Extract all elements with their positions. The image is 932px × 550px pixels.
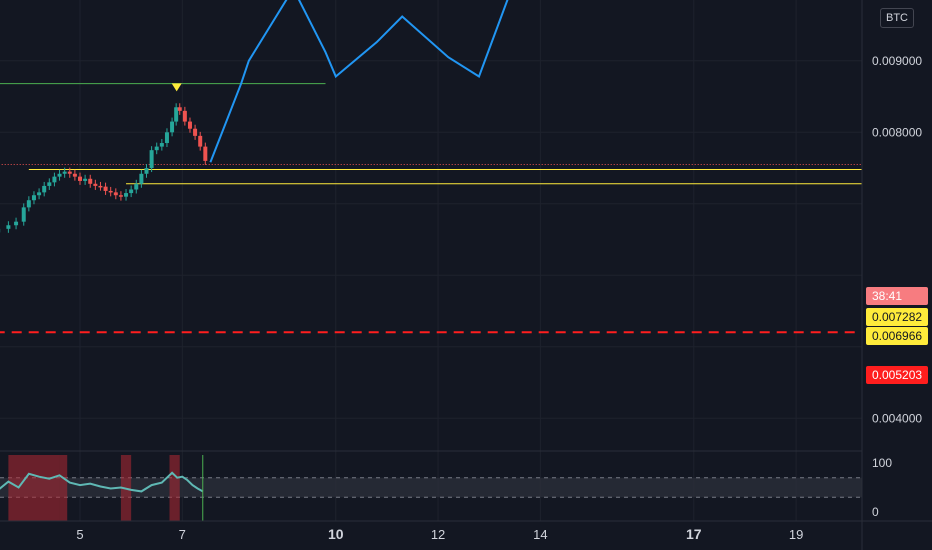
candle-body-23 [113, 192, 118, 196]
oscillator-line [0, 471, 204, 493]
candle-body-18 [88, 178, 93, 184]
oscillator-pane [0, 455, 862, 521]
oscillator-band [0, 477, 862, 498]
candle-body-3 [6, 225, 11, 229]
candle-body-29 [144, 168, 149, 174]
price-tick-label-2: 0.009000 [872, 54, 922, 68]
oscillator-tick-label-1: 0 [872, 505, 879, 519]
time-tick-label-6: 19 [789, 527, 803, 542]
projection-arrow [209, 0, 509, 163]
oscillator-tick-label-0: 100 [872, 456, 892, 470]
candle-body-35 [174, 107, 179, 122]
candle-body-9 [42, 185, 47, 193]
oscillator-highlight-4 [169, 455, 180, 521]
price-tag-bg-1 [866, 308, 928, 326]
price-tick-label-1: 0.008000 [872, 125, 922, 139]
price-tag-bg-3 [866, 366, 928, 384]
price-tags: 38:41 0.007282 0.006966 0.005203 [866, 287, 928, 384]
candle-body-31 [154, 146, 159, 151]
candle-body-12 [57, 173, 62, 177]
oscillator-highlight-1 [8, 455, 60, 521]
time-tick-label-5: 17 [686, 526, 702, 542]
candle-body-8 [37, 192, 42, 196]
candle-body-36 [177, 107, 182, 111]
candle-body-22 [108, 190, 113, 193]
price-tag-label-1: 0.007282 [872, 310, 922, 324]
candle-body-13 [62, 171, 67, 174]
candle-body-7 [31, 195, 36, 201]
time-tick-label-3: 12 [431, 527, 445, 542]
candle-body-33 [164, 132, 169, 144]
candle-body-37 [182, 110, 187, 122]
candle-body-39 [193, 128, 198, 136]
candle-body-10 [47, 182, 52, 186]
candle-body-34 [170, 121, 175, 133]
price-axis[interactable]: 0.0040000.0080000.0090000.0100000.011000… [872, 0, 922, 519]
candle-body-5 [21, 207, 26, 222]
candle-body-38 [187, 121, 192, 129]
time-tick-label-1: 7 [179, 527, 186, 542]
price-tag-bg-2 [866, 327, 928, 345]
candle-body-17 [83, 178, 88, 181]
price-series [0, 83, 208, 233]
candle-body-30 [149, 150, 154, 169]
time-axis[interactable]: 5 7 10 12 14 17 19 [76, 526, 803, 542]
price-tag-label-0: 38:41 [872, 289, 902, 303]
candle-body-32 [159, 143, 164, 147]
candle-body-26 [129, 189, 134, 194]
candle-body-20 [98, 185, 103, 188]
candle-body-14 [67, 171, 72, 174]
candle-body-27 [134, 183, 139, 190]
candle-body-19 [93, 183, 98, 186]
price-tag-label-2: 0.006966 [872, 329, 922, 343]
candle-body-16 [78, 176, 82, 181]
candle-body-21 [103, 186, 108, 191]
candle-body-24 [118, 195, 123, 197]
candle-body-25 [124, 193, 129, 197]
price-tag-label-3: 0.005203 [872, 368, 922, 382]
candle-body-4 [14, 221, 19, 226]
time-tick-label-2: 10 [328, 526, 344, 542]
candle-body-40 [198, 135, 203, 147]
candle-body-11 [52, 176, 57, 183]
grid [0, 0, 862, 521]
horizontal-lines [0, 83, 862, 334]
time-tick-label-0: 5 [76, 527, 83, 542]
price-tick-label-0: 0.004000 [872, 411, 922, 425]
candle-body-28 [139, 173, 144, 184]
oscillator-highlight-2 [59, 455, 68, 521]
candle-body-15 [72, 173, 77, 177]
signal-marker [171, 83, 182, 92]
currency-badge[interactable]: BTC [880, 8, 914, 28]
candle-body-6 [26, 200, 31, 208]
candle-body-41 [203, 146, 208, 161]
time-tick-label-4: 14 [533, 527, 547, 542]
projection-path [209, 0, 509, 163]
price-tag-bg-0 [866, 287, 928, 305]
